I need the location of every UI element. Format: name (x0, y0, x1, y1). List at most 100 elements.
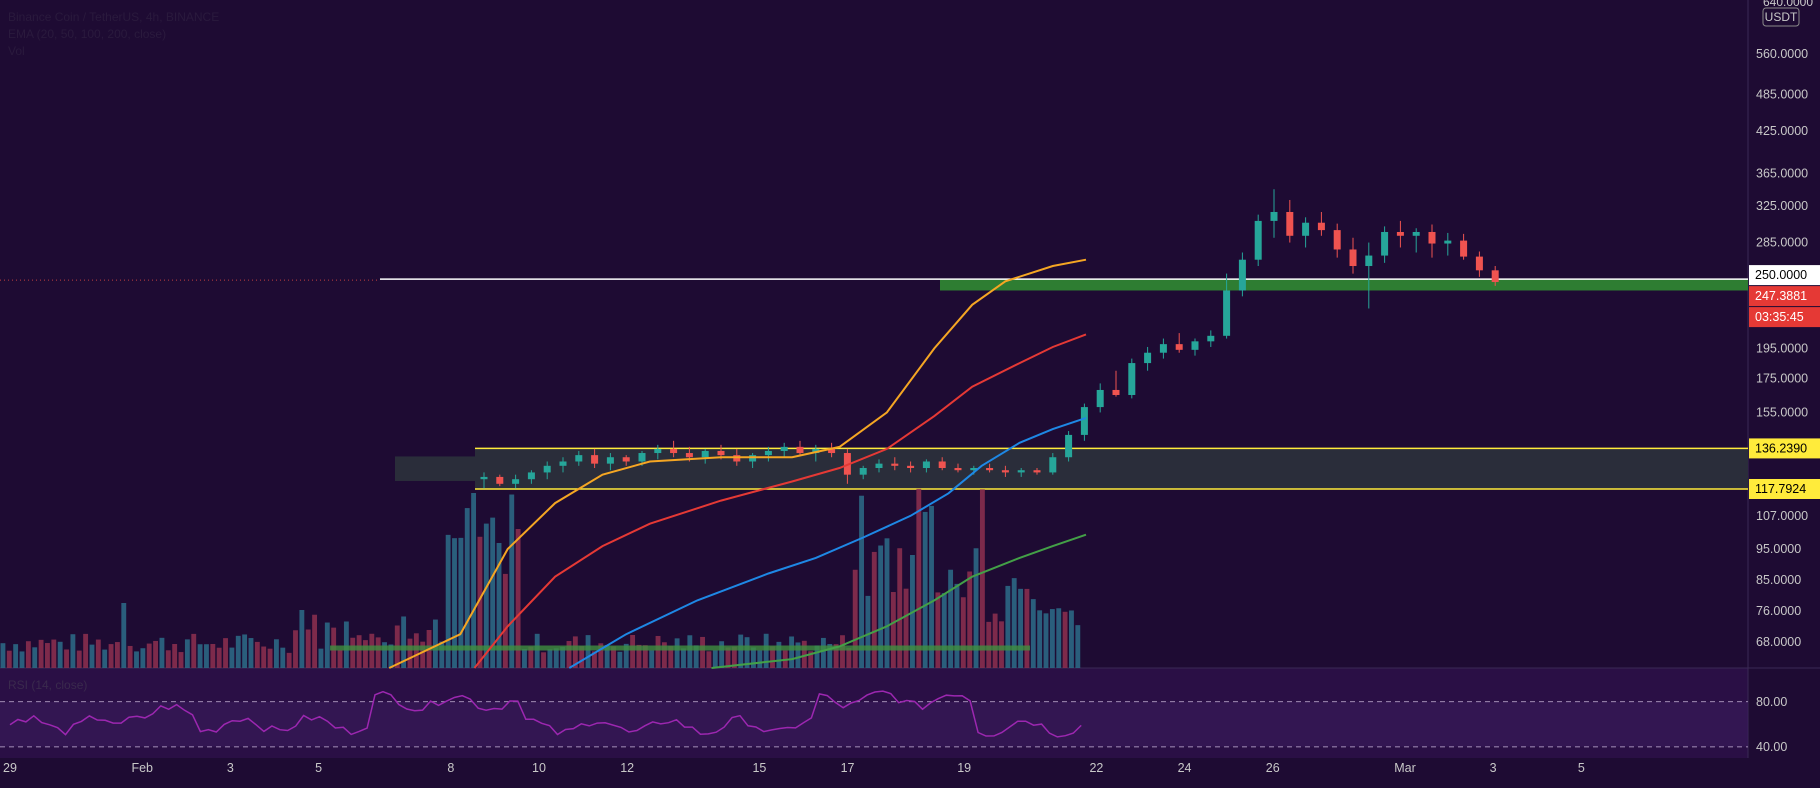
candle-body[interactable] (1223, 290, 1231, 336)
candle-body[interactable] (875, 463, 883, 469)
candle-body[interactable] (543, 465, 551, 473)
candle-body[interactable] (591, 455, 599, 464)
candle-body[interactable] (986, 468, 994, 471)
candle-body[interactable] (1207, 335, 1215, 342)
volume-bar (642, 645, 648, 668)
volume-bar (350, 637, 356, 668)
volume-bar (324, 622, 330, 668)
candle-body[interactable] (1396, 231, 1404, 236)
candle-body[interactable] (527, 472, 535, 480)
candle-body[interactable] (1191, 341, 1199, 350)
ema50-line[interactable] (473, 333, 1087, 669)
candle-body[interactable] (1159, 344, 1167, 353)
candle-body[interactable] (1333, 230, 1341, 250)
time-tick-label: 24 (1178, 761, 1192, 775)
volume-bar (496, 542, 502, 668)
candle-body[interactable] (1144, 352, 1152, 364)
candle-body[interactable] (780, 446, 788, 451)
candle-body[interactable] (1112, 389, 1120, 395)
candle-body[interactable] (654, 448, 662, 454)
candle-body[interactable] (891, 463, 899, 466)
resistance-price-label-box[interactable] (1749, 265, 1820, 286)
candle-body[interactable] (1270, 211, 1278, 221)
candle-body[interactable] (1175, 344, 1183, 350)
candle-body[interactable] (606, 457, 614, 464)
unit-badge[interactable] (1762, 7, 1800, 27)
candle-body[interactable] (1033, 470, 1041, 473)
time-tick-label: Mar (1394, 761, 1416, 775)
volume-bar (579, 646, 585, 668)
volume-bar (833, 644, 839, 668)
range-zone (475, 448, 1748, 489)
volume-bar (0, 643, 6, 668)
volume-bar (318, 648, 324, 668)
candle-body[interactable] (670, 448, 678, 454)
range-low-label-box[interactable] (1749, 478, 1820, 499)
rsi-line[interactable] (9, 690, 1082, 738)
range-high-label-box[interactable] (1749, 438, 1820, 459)
volume-bar (731, 646, 737, 668)
candle-body[interactable] (1065, 434, 1073, 458)
candle-body[interactable] (638, 453, 646, 462)
candle-body[interactable] (828, 448, 836, 454)
candle-body[interactable] (1080, 407, 1088, 435)
candle-body[interactable] (970, 468, 978, 471)
candle-body[interactable] (1096, 389, 1104, 408)
candle-body[interactable] (685, 453, 693, 458)
candle-body[interactable] (1317, 222, 1325, 231)
candle-body[interactable] (1302, 222, 1310, 236)
candle-body[interactable] (1001, 470, 1009, 473)
candle-body[interactable] (1365, 255, 1373, 267)
volume-bar (967, 571, 973, 668)
candle-body[interactable] (1444, 240, 1452, 244)
candle-body[interactable] (938, 461, 946, 469)
candle-body[interactable] (701, 450, 709, 458)
last-price-label-box[interactable] (1749, 286, 1820, 307)
candle-body[interactable] (559, 461, 567, 466)
volume-bar (483, 523, 489, 668)
resistance-price-label: 250.0000 (1755, 268, 1807, 282)
countdown-label-box[interactable] (1749, 307, 1820, 328)
volume-bar (617, 651, 623, 668)
candle-body[interactable] (1491, 270, 1499, 283)
candle-body[interactable] (480, 476, 488, 480)
candle-body[interactable] (1475, 256, 1483, 271)
ema20-line[interactable] (388, 258, 1087, 669)
volume-bar (1030, 599, 1036, 668)
candle-body[interactable] (1017, 470, 1025, 473)
candle-body[interactable] (922, 461, 930, 469)
candle-body[interactable] (812, 448, 820, 454)
volume-bar (623, 643, 629, 668)
candle-body[interactable] (1428, 231, 1436, 244)
volume-bar (687, 635, 693, 668)
candle-body[interactable] (1238, 259, 1246, 291)
candle-body[interactable] (733, 455, 741, 462)
candle-body[interactable] (1412, 231, 1420, 236)
candle-body[interactable] (575, 455, 583, 462)
candle-body[interactable] (512, 479, 520, 484)
candle-body[interactable] (1460, 240, 1468, 257)
candle-body[interactable] (1128, 363, 1136, 395)
volume-bar (744, 637, 750, 668)
candle-body[interactable] (749, 455, 757, 462)
candle-body[interactable] (717, 450, 725, 456)
candle-body[interactable] (796, 446, 804, 454)
candle-body[interactable] (496, 476, 504, 484)
ema200-line[interactable] (711, 533, 1087, 669)
candle-body[interactable] (1049, 457, 1057, 473)
candle-body[interactable] (1381, 231, 1389, 256)
candle-body[interactable] (764, 450, 772, 456)
candle-body[interactable] (1286, 211, 1294, 236)
candle-body[interactable] (622, 457, 630, 462)
candle-body[interactable] (907, 465, 915, 469)
volume-bar (159, 637, 165, 668)
volume-bar (681, 648, 686, 668)
candle-body[interactable] (859, 468, 867, 475)
volume-bar (585, 635, 591, 668)
candle-body[interactable] (1349, 249, 1357, 267)
candle-body[interactable] (1254, 220, 1262, 260)
volume-bar (814, 645, 820, 668)
ema100-line[interactable] (568, 416, 1087, 669)
candle-body[interactable] (954, 468, 962, 471)
